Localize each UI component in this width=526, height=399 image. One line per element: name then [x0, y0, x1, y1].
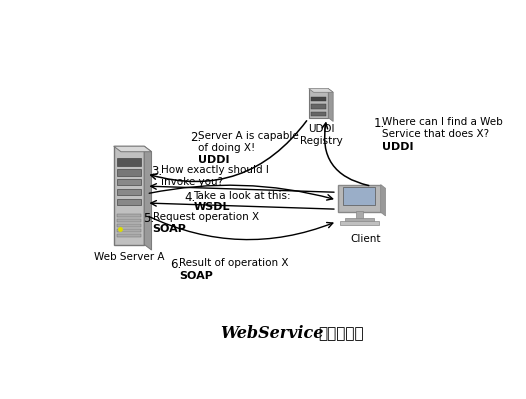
Text: of doing X!: of doing X!	[198, 143, 256, 153]
Text: UDDI
Registry: UDDI Registry	[300, 124, 343, 146]
Text: invoke you?: invoke you?	[161, 177, 223, 187]
FancyBboxPatch shape	[117, 169, 141, 176]
FancyBboxPatch shape	[114, 146, 144, 245]
FancyBboxPatch shape	[117, 224, 141, 227]
Text: 2.: 2.	[190, 131, 201, 144]
Text: WSDL: WSDL	[194, 202, 230, 212]
Text: 4.: 4.	[184, 191, 195, 204]
Text: Web Server A: Web Server A	[94, 252, 164, 262]
FancyBboxPatch shape	[338, 185, 381, 212]
Text: Where can I find a Web: Where can I find a Web	[382, 117, 502, 127]
FancyBboxPatch shape	[345, 218, 373, 222]
FancyBboxPatch shape	[309, 89, 328, 118]
Text: Service that does X?: Service that does X?	[382, 129, 489, 139]
FancyBboxPatch shape	[311, 97, 326, 101]
Polygon shape	[328, 89, 333, 121]
FancyBboxPatch shape	[343, 187, 375, 205]
FancyBboxPatch shape	[117, 219, 141, 222]
Text: Request operation X: Request operation X	[153, 211, 259, 221]
Text: Take a look at this:: Take a look at this:	[194, 191, 291, 201]
FancyBboxPatch shape	[311, 104, 326, 109]
FancyBboxPatch shape	[340, 221, 379, 225]
Text: SOAP: SOAP	[179, 271, 213, 280]
Text: UDDI: UDDI	[198, 155, 230, 166]
Polygon shape	[381, 185, 386, 216]
Text: How exactly should I: How exactly should I	[161, 165, 269, 175]
FancyBboxPatch shape	[117, 199, 141, 205]
Text: Client: Client	[350, 234, 381, 244]
FancyBboxPatch shape	[117, 229, 141, 232]
Text: 6.: 6.	[170, 258, 181, 271]
FancyBboxPatch shape	[117, 214, 141, 217]
Polygon shape	[114, 146, 151, 152]
FancyBboxPatch shape	[356, 211, 363, 219]
Text: 1.: 1.	[373, 117, 385, 130]
FancyBboxPatch shape	[311, 112, 326, 116]
FancyBboxPatch shape	[117, 158, 141, 166]
FancyBboxPatch shape	[117, 189, 141, 195]
FancyBboxPatch shape	[117, 179, 141, 185]
Text: 3.: 3.	[151, 165, 163, 178]
Text: 5.: 5.	[143, 211, 154, 225]
Text: SOAP: SOAP	[153, 224, 186, 234]
Text: WebService 步骤流程图: WebService 步骤流程图	[0, 398, 1, 399]
Text: WebService: WebService	[221, 325, 324, 342]
Polygon shape	[309, 89, 333, 92]
Text: UDDI: UDDI	[382, 142, 413, 152]
Text: 步骤流程图: 步骤流程图	[319, 326, 364, 341]
Text: Server A is capable: Server A is capable	[198, 131, 299, 141]
Polygon shape	[144, 146, 151, 250]
FancyBboxPatch shape	[117, 234, 141, 237]
Text: Result of operation X: Result of operation X	[179, 258, 289, 269]
